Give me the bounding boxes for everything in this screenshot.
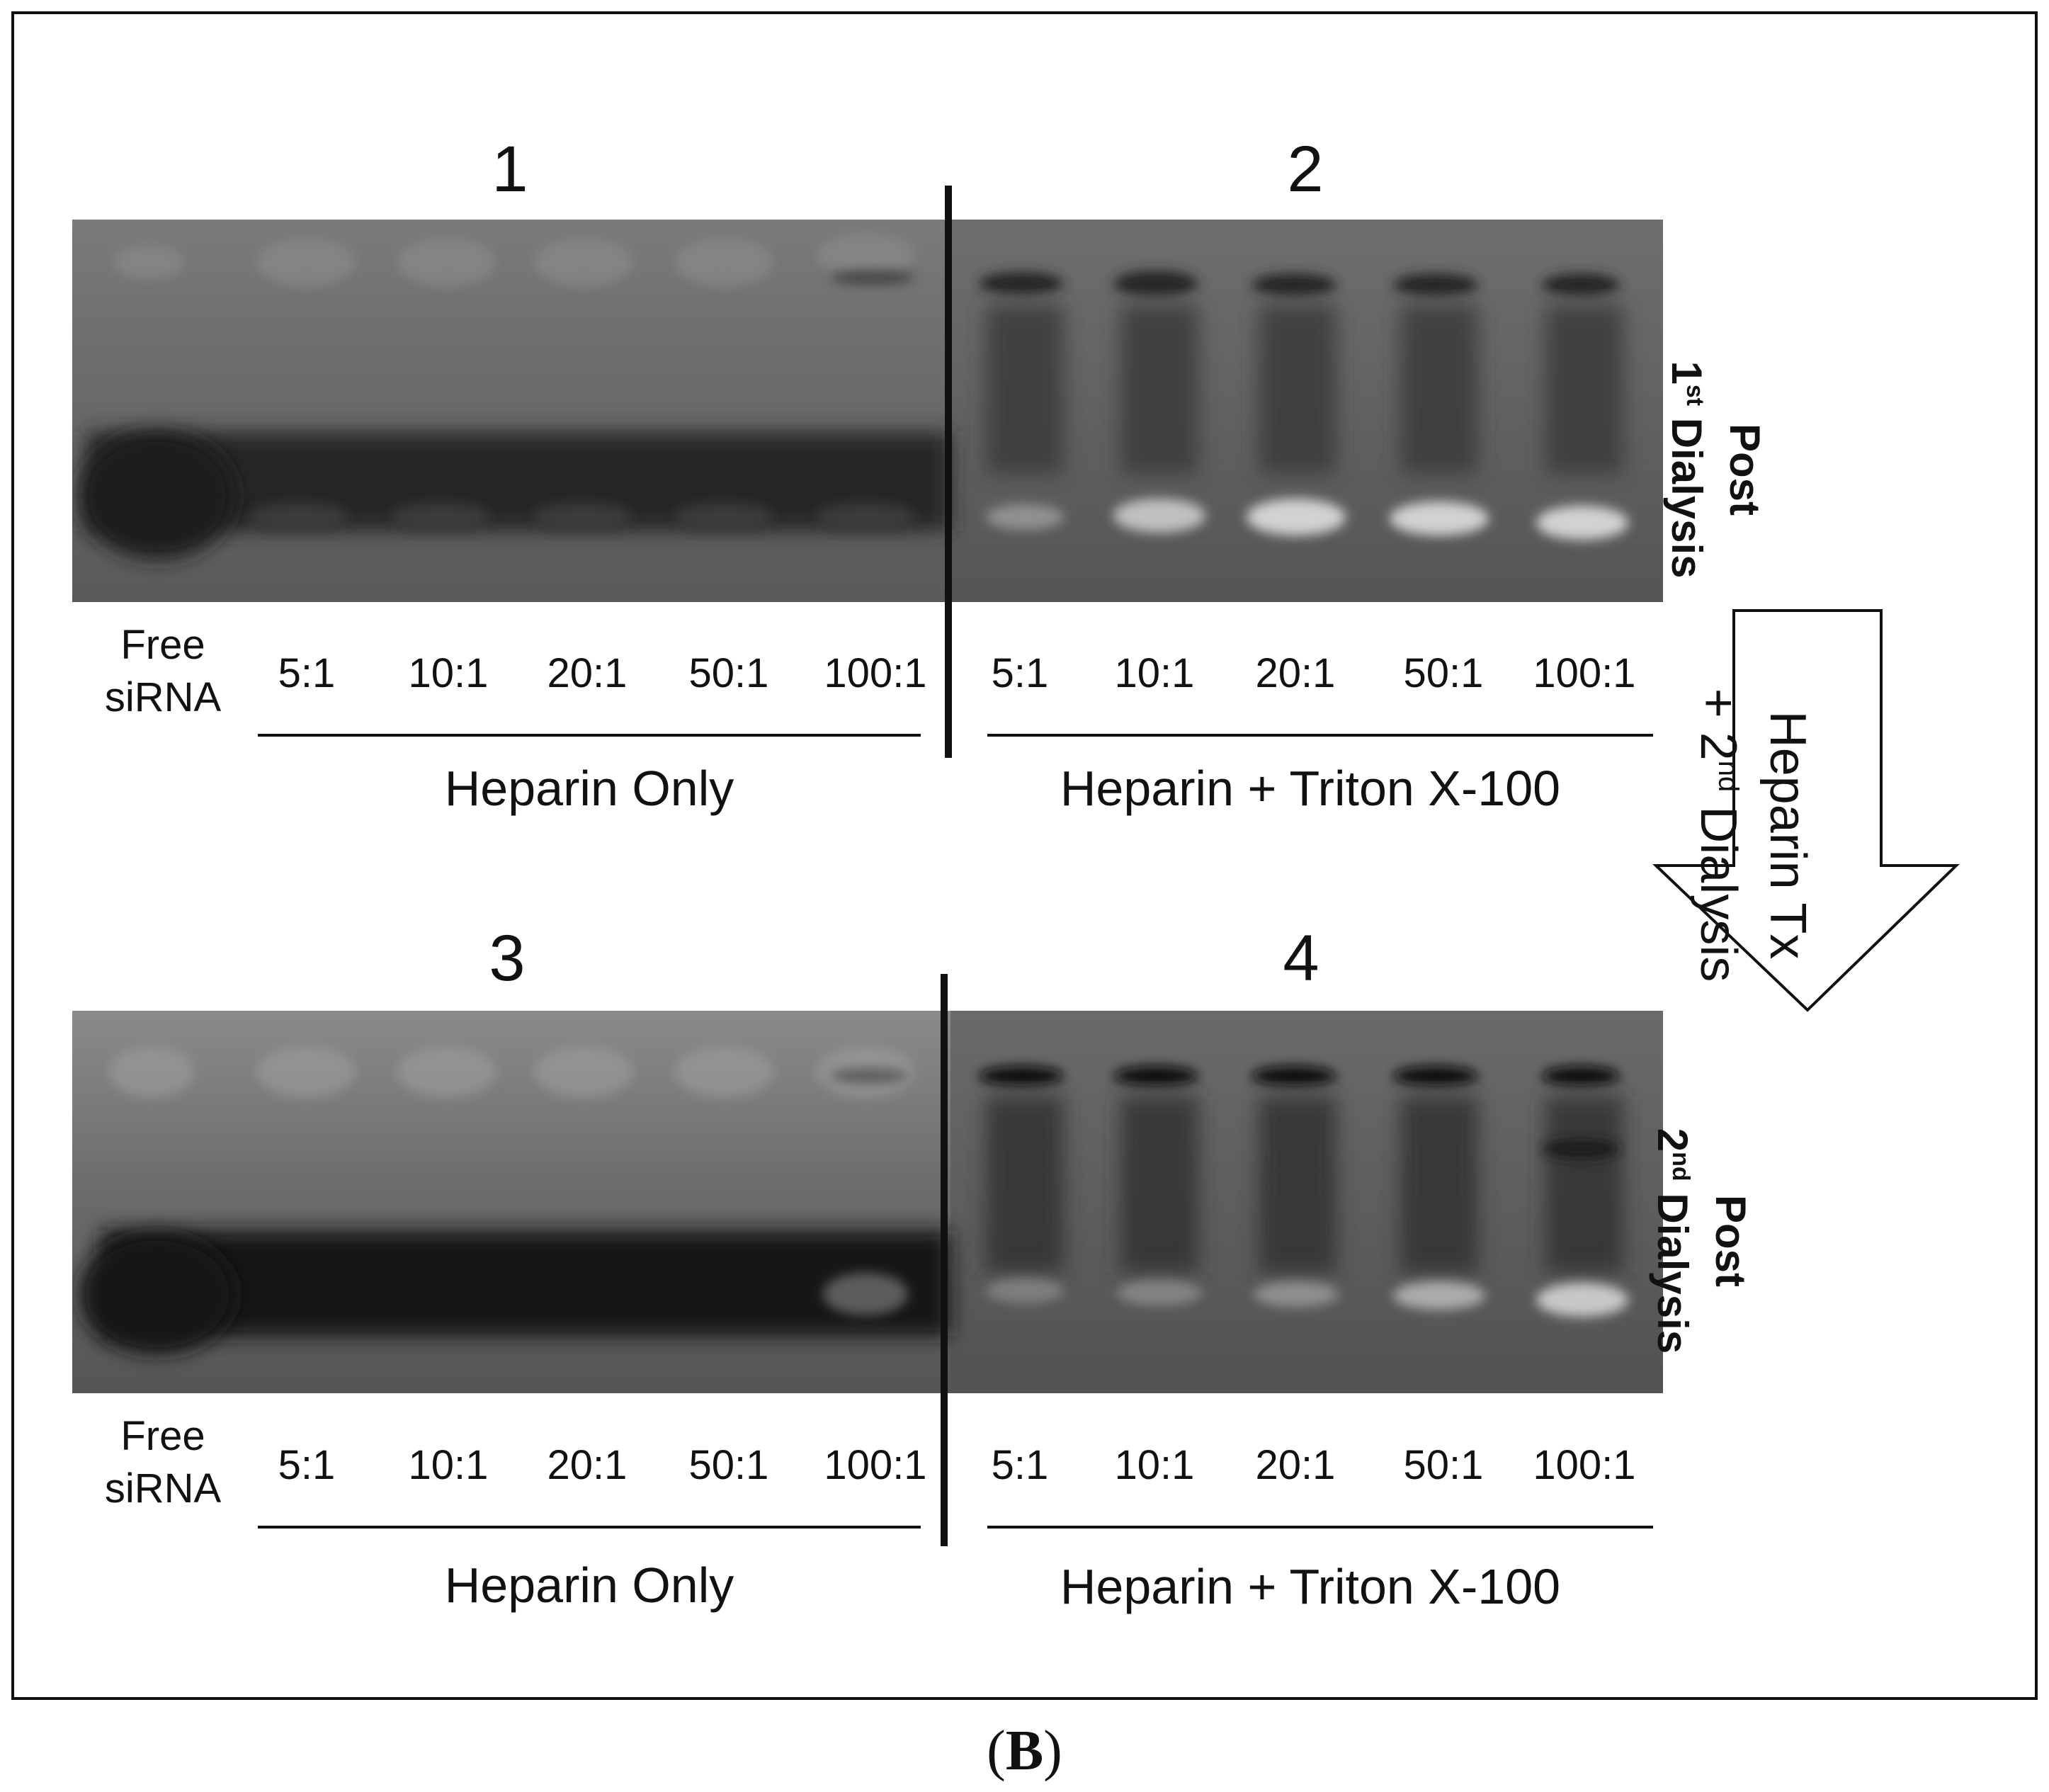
panel-number-4: 4	[1283, 922, 1319, 994]
side-label-bottom-line1: Post	[1707, 1194, 1754, 1288]
lane-label-bottom-left-1: 5:1	[278, 1442, 336, 1488]
lane-label-top-right-2: 10:1	[1114, 650, 1195, 696]
free-label-line1: Free	[120, 622, 205, 668]
process-arrow-icon	[1652, 609, 1960, 1012]
lane-label-top-right-3: 20:1	[1255, 650, 1336, 696]
arrow-label-prefix: + 2	[1690, 688, 1747, 761]
gel-bottom-right-smears	[986, 1096, 1623, 1273]
lane-label-bottom-left-4: 50:1	[688, 1442, 769, 1488]
figure-caption: (B)	[0, 1723, 2049, 1779]
gel-top-right-bottom-bands	[986, 499, 1628, 540]
gel-top-faint-band	[830, 271, 915, 285]
side-label-bottom-prefix: 2	[1649, 1128, 1696, 1152]
gel-bottom-right-bottom-bands	[986, 1278, 1628, 1317]
lane-label-top-left-1: 5:1	[278, 650, 336, 696]
lane-label-top-left-4: 50:1	[688, 650, 769, 696]
side-label-post-2nd-dialysis: Post 2nd Dialysis	[1649, 1099, 1755, 1383]
gel-top-right-smears	[986, 305, 1623, 475]
arrow-label-line1: Heparin Tx	[1759, 710, 1816, 960]
lane-label-top-right-4: 50:1	[1403, 650, 1484, 696]
gel-image-bottom	[72, 1011, 1663, 1393]
arrow-label-suffix: Dialysis	[1690, 792, 1747, 982]
gel-bottom-left-light-band	[823, 1273, 908, 1315]
side-label-bottom-suffix: Dialysis	[1649, 1181, 1696, 1354]
gel-image-top	[72, 220, 1663, 602]
gel-bottom-extra-band	[1542, 1139, 1620, 1159]
panel-number-3: 3	[489, 922, 526, 994]
group-bracket-bottom-left	[258, 1526, 921, 1529]
gel-top-left-wells	[113, 234, 915, 286]
group-label-bottom-left: Heparin Only	[444, 1558, 734, 1613]
free-label-line2: siRNA	[104, 1465, 222, 1512]
lane-label-bottom-left-2: 10:1	[408, 1442, 489, 1488]
group-bracket-top-right	[987, 734, 1653, 737]
divider-bottom	[941, 974, 948, 1546]
group-bracket-bottom-right	[987, 1526, 1653, 1529]
lane-label-bottom-right-4: 50:1	[1403, 1442, 1484, 1488]
arrow-label-sup: nd	[1713, 760, 1744, 793]
gel-top-left-lanes	[249, 503, 915, 531]
divider-top	[945, 186, 952, 758]
panel-number-1: 1	[492, 133, 528, 205]
side-label-bottom-line2: 2nd Dialysis	[1647, 1099, 1705, 1383]
group-label-bottom-right: Heparin + Triton X-100	[1060, 1559, 1561, 1614]
arrow-label-line2: + 2nd Dialysis	[1688, 679, 1758, 991]
side-label-top-line1: Post	[1721, 423, 1769, 516]
side-label-top-suffix: Dialysis	[1663, 406, 1710, 579]
gel-bottom-right-top-bands	[979, 1066, 1620, 1086]
lane-label-bottom-left-3: 20:1	[547, 1442, 628, 1488]
lane-label-bottom-right-2: 10:1	[1114, 1442, 1195, 1488]
side-label-top-sup: st	[1681, 384, 1708, 407]
gel-top-left-background	[72, 220, 950, 602]
free-sirna-label-bottom: Free siRNA	[85, 1410, 241, 1515]
lane-label-top-left-5: 100:1	[824, 650, 927, 696]
side-label-top-line2: 1st Dialysis	[1662, 314, 1720, 625]
free-sirna-label-top: Free siRNA	[85, 619, 241, 724]
caption-open-paren: (	[987, 1720, 1006, 1782]
lane-label-bottom-right-1: 5:1	[991, 1442, 1049, 1488]
lane-label-bottom-left-5: 100:1	[824, 1442, 927, 1488]
gel-bottom-left-smear	[101, 1230, 950, 1337]
side-label-post-1st-dialysis: Post 1st Dialysis	[1663, 314, 1769, 625]
lane-label-bottom-right-5: 100:1	[1533, 1442, 1636, 1488]
side-label-top-prefix: 1	[1663, 361, 1710, 385]
gel-bottom-free-sirna-band	[79, 1234, 235, 1354]
lane-label-top-left-3: 20:1	[547, 650, 628, 696]
side-label-bottom-sup: nd	[1667, 1152, 1694, 1181]
group-bracket-top-left	[258, 734, 921, 737]
lane-label-top-right-5: 100:1	[1533, 650, 1636, 696]
panel-number-2: 2	[1287, 133, 1324, 205]
group-label-top-left: Heparin Only	[444, 761, 734, 816]
caption-close-paren: )	[1043, 1720, 1062, 1782]
free-label-line2: siRNA	[104, 674, 222, 720]
gel-bottom-left-wells	[109, 1046, 915, 1097]
lane-label-top-left-2: 10:1	[408, 650, 489, 696]
caption-letter: B	[1005, 1720, 1044, 1782]
gel-top-free-sirna-band	[79, 432, 235, 560]
figure-frame	[11, 11, 2038, 1700]
lane-label-bottom-right-3: 20:1	[1255, 1442, 1336, 1488]
arrow-label: Heparin Tx + 2nd Dialysis	[1690, 679, 1817, 991]
free-label-line1: Free	[120, 1413, 205, 1459]
gel-top-right-top-bands	[979, 271, 1620, 296]
group-label-top-right: Heparin + Triton X-100	[1060, 761, 1561, 816]
gel-bottom-faint-band	[830, 1069, 908, 1083]
lane-label-top-right-1: 5:1	[991, 650, 1049, 696]
